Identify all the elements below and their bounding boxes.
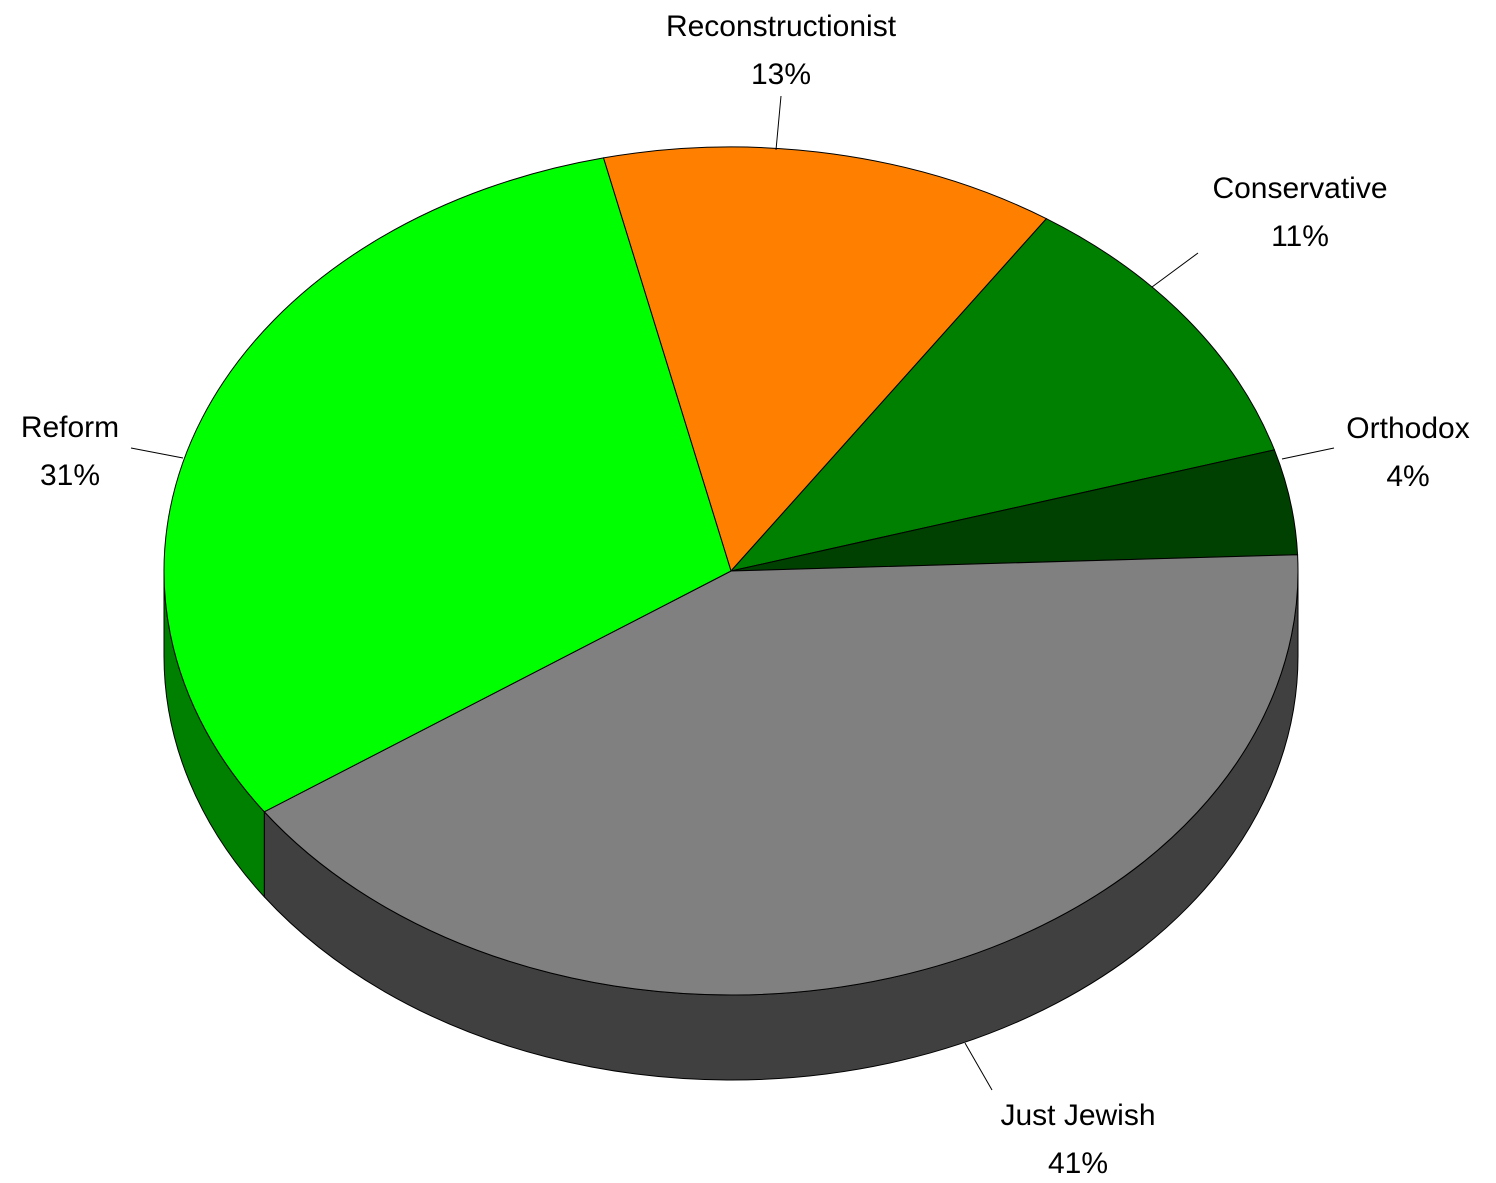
leader-line-orthodox — [1281, 447, 1335, 460]
slice-value-conservative: 11% — [1271, 220, 1329, 253]
slice-just-jewish — [263, 554, 1299, 996]
leader-lines — [130, 95, 1335, 1091]
slice-value-orthodox: 4% — [1386, 460, 1429, 493]
slice-label-just-jewish: Just Jewish — [1000, 1099, 1155, 1132]
leader-line-reconstructionist — [775, 95, 782, 151]
slice-label-reform: Reform — [21, 411, 119, 444]
pie-top-layer — [163, 146, 1299, 996]
slice-conservative — [729, 218, 1276, 572]
slice-reconstructionist — [602, 146, 1048, 572]
slice-value-reconstructionist: 13% — [751, 58, 811, 91]
leader-line-reform — [130, 447, 184, 459]
slice-label-reconstructionist: Reconstructionist — [666, 10, 897, 43]
slice-value-reform: 31% — [40, 459, 100, 492]
leader-line-conservative — [1151, 252, 1199, 288]
slice-label-conservative: Conservative — [1212, 172, 1387, 205]
slice-label-orthodox: Orthodox — [1346, 412, 1469, 445]
slice-reform — [163, 157, 732, 813]
slice-labels: Reconstructionist 13% Conservative 11% Ortho… — [21, 10, 1470, 1180]
slice-value-just-jewish: 41% — [1048, 1147, 1108, 1180]
leader-line-just-jewish — [964, 1042, 993, 1091]
